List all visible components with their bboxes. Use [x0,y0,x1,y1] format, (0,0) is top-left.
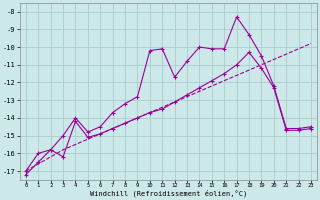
X-axis label: Windchill (Refroidissement éolien,°C): Windchill (Refroidissement éolien,°C) [90,190,247,197]
